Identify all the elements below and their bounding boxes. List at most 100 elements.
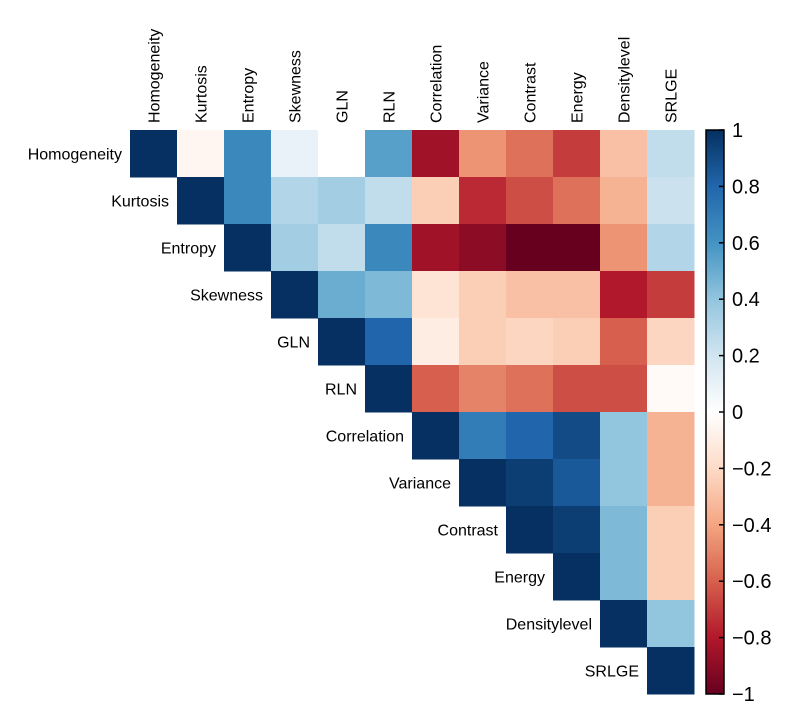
cell-kurtosis-entropy xyxy=(224,177,272,225)
row-label: Energy xyxy=(494,570,545,587)
row-label: Correlation xyxy=(326,429,404,446)
row-label: Variance xyxy=(389,476,451,493)
cell-gln-energy xyxy=(553,318,601,366)
cell-homogeneity-contrast xyxy=(506,130,554,178)
cell-correlation-densitylevel xyxy=(600,412,648,460)
cell-gln-contrast xyxy=(506,318,554,366)
cell-contrast-densitylevel xyxy=(600,506,648,554)
column-label: Energy xyxy=(570,72,587,123)
cell-correlation-energy xyxy=(553,412,601,460)
column-label: Variance xyxy=(476,61,493,123)
cell-variance-srlge xyxy=(647,459,695,507)
cell-homogeneity-energy xyxy=(553,130,601,178)
cell-skewness-variance xyxy=(459,271,507,319)
row-label: SRLGE xyxy=(585,664,639,681)
cell-gln-variance xyxy=(459,318,507,366)
cell-kurtosis-srlge xyxy=(647,177,695,225)
column-label: Skewness xyxy=(288,50,305,123)
column-label: Entropy xyxy=(241,68,258,123)
cell-correlation-correlation xyxy=(412,412,460,460)
cell-kurtosis-densitylevel xyxy=(600,177,648,225)
cell-rln-energy xyxy=(553,365,601,413)
colorbar-tick-label: −1 xyxy=(732,684,755,706)
cell-rln-densitylevel xyxy=(600,365,648,413)
cell-energy-srlge xyxy=(647,553,695,601)
heatmap-cells xyxy=(130,130,695,695)
row-labels: Homogeneity Kurtosis Entropy Skewness GLN RLN… xyxy=(28,147,639,681)
cell-correlation-contrast xyxy=(506,412,554,460)
cell-gln-srlge xyxy=(647,318,695,366)
colorbar-tick-label: 0.4 xyxy=(732,289,760,311)
cell-kurtosis-energy xyxy=(553,177,601,225)
cell-kurtosis-variance xyxy=(459,177,507,225)
cell-entropy-skewness xyxy=(271,224,319,272)
column-label: Kurtosis xyxy=(194,65,211,123)
cell-rln-srlge xyxy=(647,365,695,413)
cell-skewness-gln xyxy=(318,271,366,319)
cell-energy-densitylevel xyxy=(600,553,648,601)
row-label: RLN xyxy=(325,382,357,399)
cell-entropy-srlge xyxy=(647,224,695,272)
row-label: Skewness xyxy=(190,288,263,305)
cell-entropy-contrast xyxy=(506,224,554,272)
cell-variance-contrast xyxy=(506,459,554,507)
cell-skewness-skewness xyxy=(271,271,319,319)
cell-gln-rln xyxy=(365,318,413,366)
cell-skewness-energy xyxy=(553,271,601,319)
column-label: Homogeneity xyxy=(147,29,164,123)
cell-homogeneity-homogeneity xyxy=(130,130,178,178)
row-label: Kurtosis xyxy=(111,194,169,211)
cell-kurtosis-contrast xyxy=(506,177,554,225)
column-labels: Homogeneity Kurtosis Entropy Skewness GLN RLN… xyxy=(147,29,681,123)
cell-rln-correlation xyxy=(412,365,460,413)
row-label: Contrast xyxy=(438,523,499,540)
cell-skewness-rln xyxy=(365,271,413,319)
cell-entropy-energy xyxy=(553,224,601,272)
cell-homogeneity-correlation xyxy=(412,130,460,178)
cell-homogeneity-kurtosis xyxy=(177,130,225,178)
row-label: Densitylevel xyxy=(506,617,592,634)
colorbar-tick-label: 0.2 xyxy=(732,346,760,368)
colorbar-tick-label: 0.6 xyxy=(732,233,760,255)
colorbar-tick-label: −0.8 xyxy=(732,628,771,650)
cell-kurtosis-skewness xyxy=(271,177,319,225)
cell-correlation-variance xyxy=(459,412,507,460)
cell-homogeneity-skewness xyxy=(271,130,319,178)
cell-contrast-energy xyxy=(553,506,601,554)
colorbar: 1 0.8 0.6 0.4 0.2 0 −0.2 −0.4 −0.6 −0.8 −1 xyxy=(705,120,771,706)
cell-entropy-gln xyxy=(318,224,366,272)
column-label: SRLGE xyxy=(664,69,681,123)
cell-kurtosis-gln xyxy=(318,177,366,225)
colorbar-tick-label: −0.4 xyxy=(732,515,771,537)
cell-entropy-rln xyxy=(365,224,413,272)
column-label: Densitylevel xyxy=(617,37,634,123)
cell-homogeneity-variance xyxy=(459,130,507,178)
cell-homogeneity-densitylevel xyxy=(600,130,648,178)
row-label: GLN xyxy=(277,335,310,352)
cell-entropy-correlation xyxy=(412,224,460,272)
cell-skewness-correlation xyxy=(412,271,460,319)
cell-rln-contrast xyxy=(506,365,554,413)
cell-rln-variance xyxy=(459,365,507,413)
cell-densitylevel-srlge xyxy=(647,600,695,648)
column-label: GLN xyxy=(335,90,352,123)
cell-gln-correlation xyxy=(412,318,460,366)
row-label: Entropy xyxy=(161,241,216,258)
cell-variance-energy xyxy=(553,459,601,507)
cell-entropy-entropy xyxy=(224,224,272,272)
colorbar-tick-label: 0.8 xyxy=(732,176,760,198)
cell-contrast-srlge xyxy=(647,506,695,554)
cell-rln-rln xyxy=(365,365,413,413)
row-label: Homogeneity xyxy=(28,147,122,164)
colorbar-tick-label: 0 xyxy=(732,402,743,424)
cell-correlation-srlge xyxy=(647,412,695,460)
cell-variance-densitylevel xyxy=(600,459,648,507)
colorbar-tick-label: −0.2 xyxy=(732,458,771,480)
cell-kurtosis-correlation xyxy=(412,177,460,225)
colorbar-tick-label: −0.6 xyxy=(732,571,771,593)
column-label: RLN xyxy=(382,91,399,123)
cell-skewness-contrast xyxy=(506,271,554,319)
cell-energy-energy xyxy=(553,553,601,601)
cell-srlge-srlge xyxy=(647,647,695,695)
